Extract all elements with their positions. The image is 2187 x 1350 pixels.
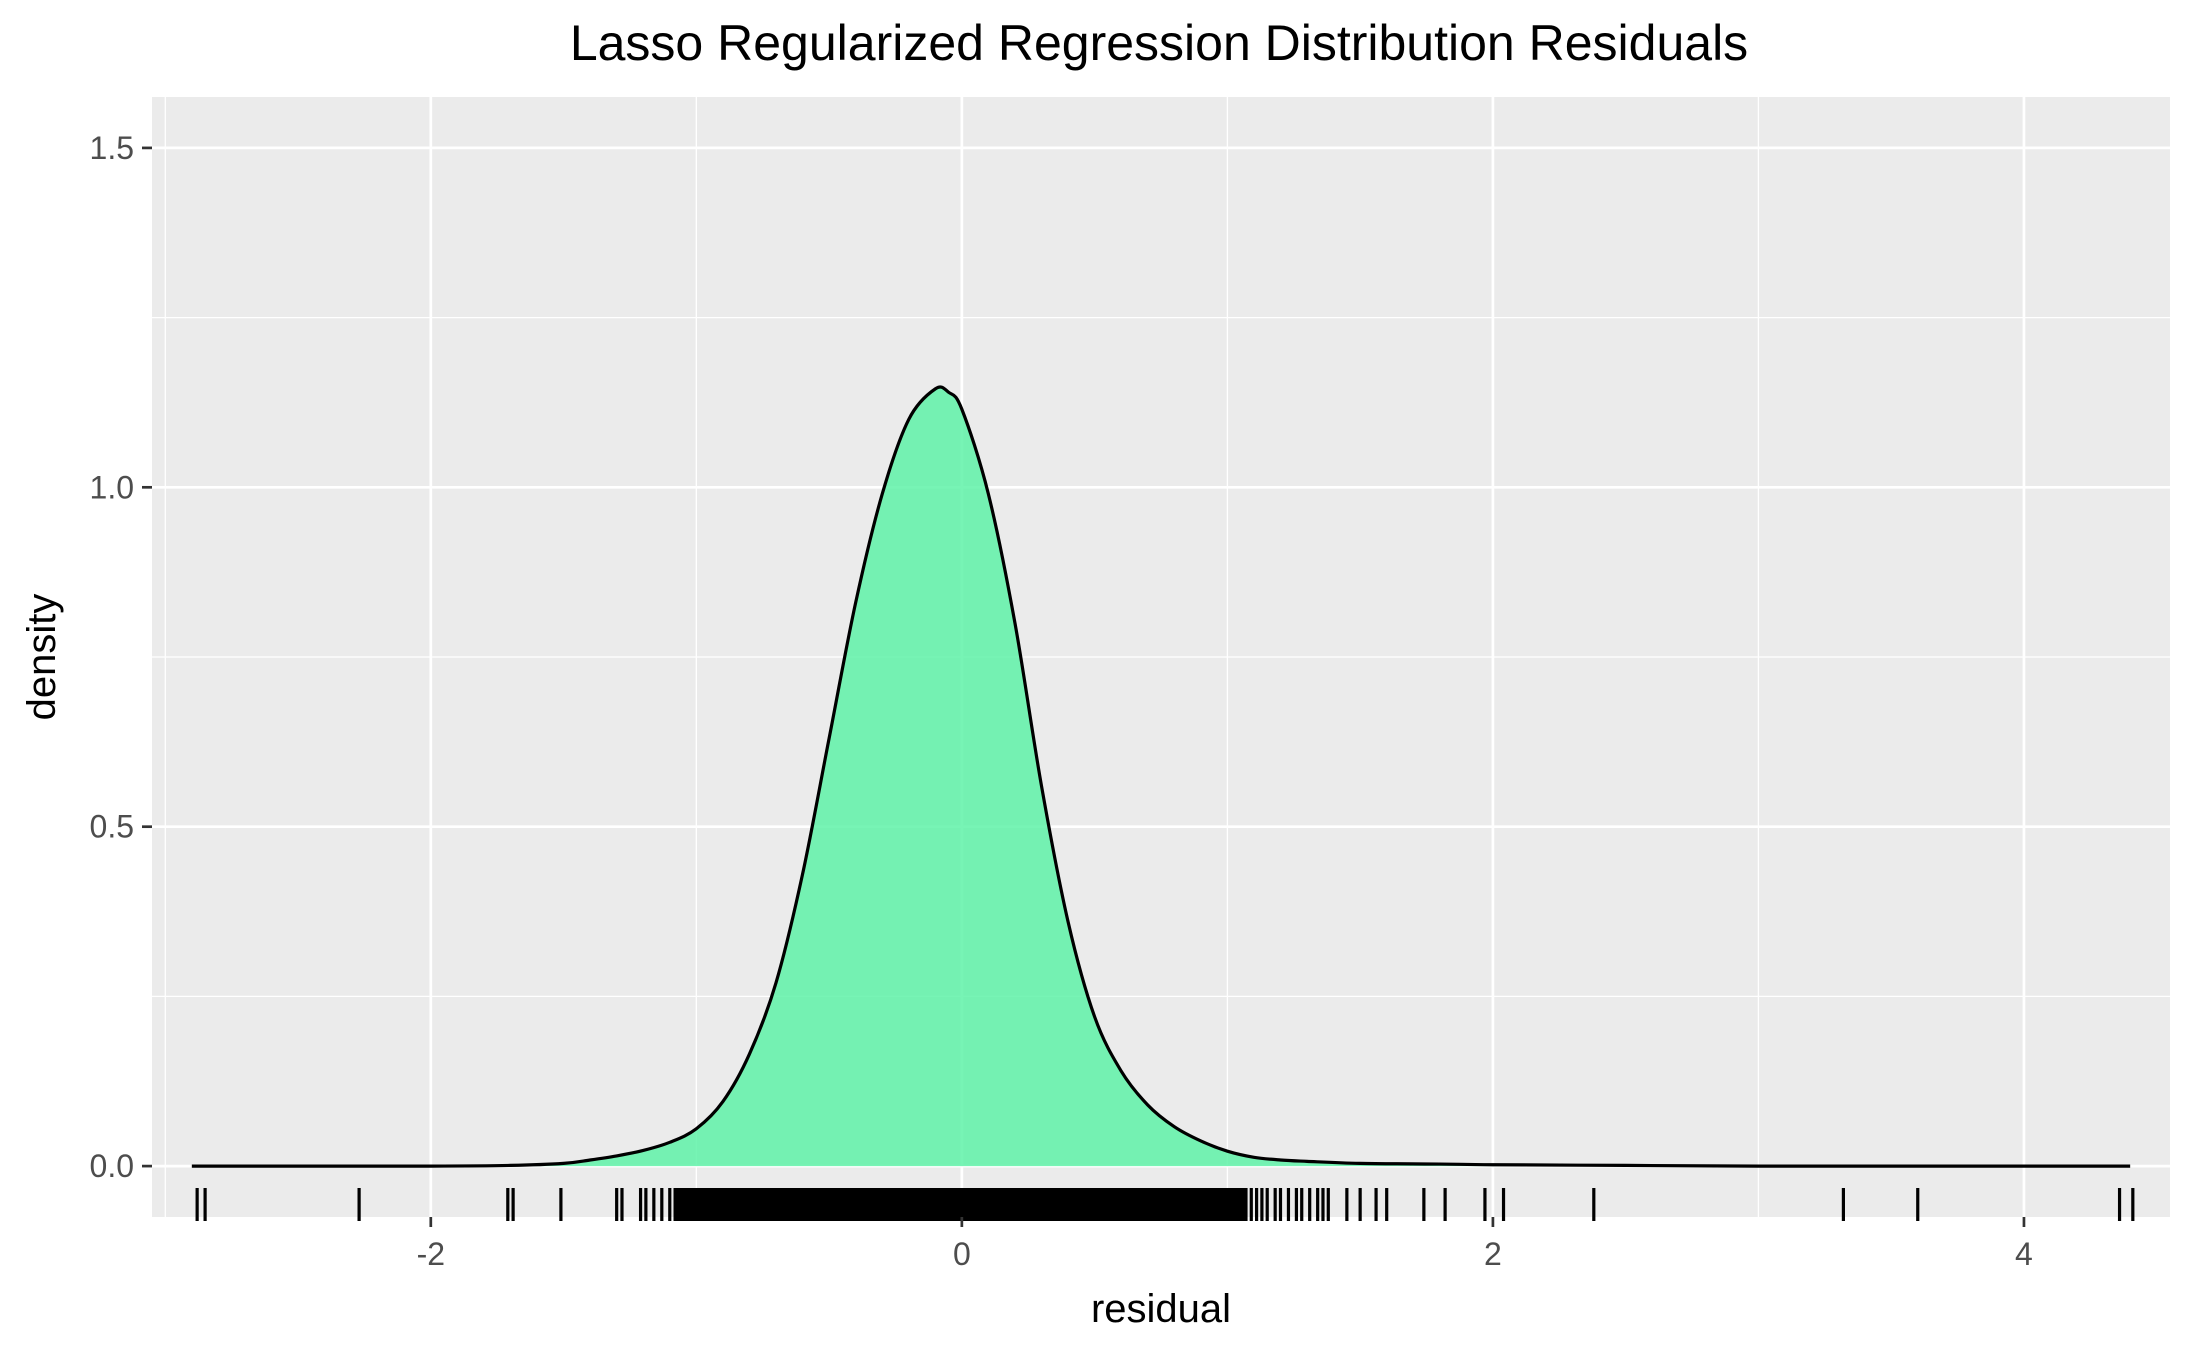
- x-tick-label: 4: [2015, 1236, 2033, 1272]
- y-tick-label: 1.5: [90, 130, 134, 166]
- x-axis-title: residual: [1091, 1287, 1231, 1331]
- y-tick-label: 0.5: [90, 809, 134, 845]
- y-axis-title: density: [20, 594, 64, 721]
- y-tick-label: 0.0: [90, 1148, 134, 1184]
- y-axis: 0.0 0.5 1.0 1.5: [90, 130, 152, 1184]
- y-tick-label: 1.0: [90, 469, 134, 505]
- chart-title: Lasso Regularized Regression Distributio…: [570, 15, 1748, 71]
- density-curve: [191, 385, 2131, 1168]
- x-axis: -2 0 2 4: [417, 1217, 2033, 1272]
- x-tick-label: 0: [953, 1236, 971, 1272]
- x-tick-label: -2: [417, 1236, 445, 1272]
- minor-gridlines: [152, 97, 2170, 1217]
- rug-marks: [195, 1188, 2135, 1221]
- x-tick-label: 2: [1484, 1236, 1502, 1272]
